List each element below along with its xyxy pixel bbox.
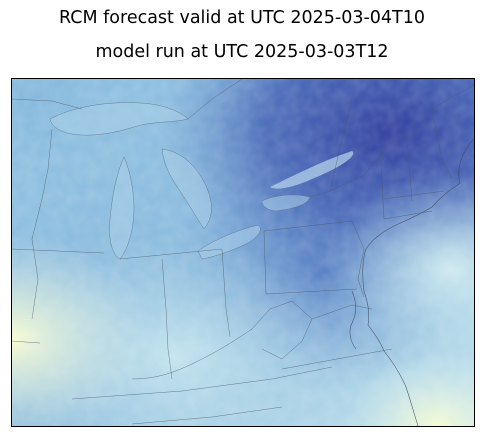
border-ia-il (31, 238, 39, 320)
border-quebec-ontario (329, 98, 353, 192)
border-ontario-interior (187, 79, 243, 120)
border-mn-wi (31, 128, 53, 240)
border-in-oh (221, 248, 231, 338)
coastline (349, 138, 474, 426)
border-va-nc (281, 348, 393, 370)
lake-huron (161, 148, 212, 230)
atlantic-coastline (362, 138, 474, 426)
chesapeake-bay (349, 290, 357, 350)
figure-title-valid-time: RCM forecast valid at UTC 2025-03-04T10 (58, 8, 426, 28)
forecast-map-canvas (12, 79, 474, 426)
political-boundaries (12, 79, 474, 425)
border-oh-pa (263, 230, 267, 295)
lake-michigan (109, 156, 135, 260)
border-us-canada-east (309, 84, 474, 198)
border-me-nh (431, 108, 453, 180)
border-ny-vt (379, 146, 385, 220)
lake-superior (49, 102, 189, 136)
border-tn-south (131, 406, 283, 425)
lake-ontario (261, 194, 311, 212)
border-us-canada-west (12, 98, 83, 110)
border-pa-md (265, 288, 358, 295)
border-ky-tn (71, 366, 333, 400)
border-ct-ma (383, 210, 433, 220)
great-lakes (49, 102, 311, 260)
border-il-in (161, 258, 173, 380)
figure-title-model-run: model run at UTC 2025-03-03T12 (95, 42, 389, 62)
lake-effect-plume (270, 151, 354, 189)
border-nj-pa (351, 220, 365, 298)
border-ohio-river (131, 328, 253, 380)
lake-erie (197, 224, 261, 260)
border-vt-nh (406, 138, 413, 202)
border-mi-south (119, 248, 223, 260)
border-ia-north (12, 248, 105, 254)
forecast-map (11, 78, 475, 427)
border-pa-ny (263, 220, 353, 232)
border-ma-north (383, 190, 445, 200)
border-mo-north (12, 340, 41, 344)
border-va-md (311, 304, 373, 320)
